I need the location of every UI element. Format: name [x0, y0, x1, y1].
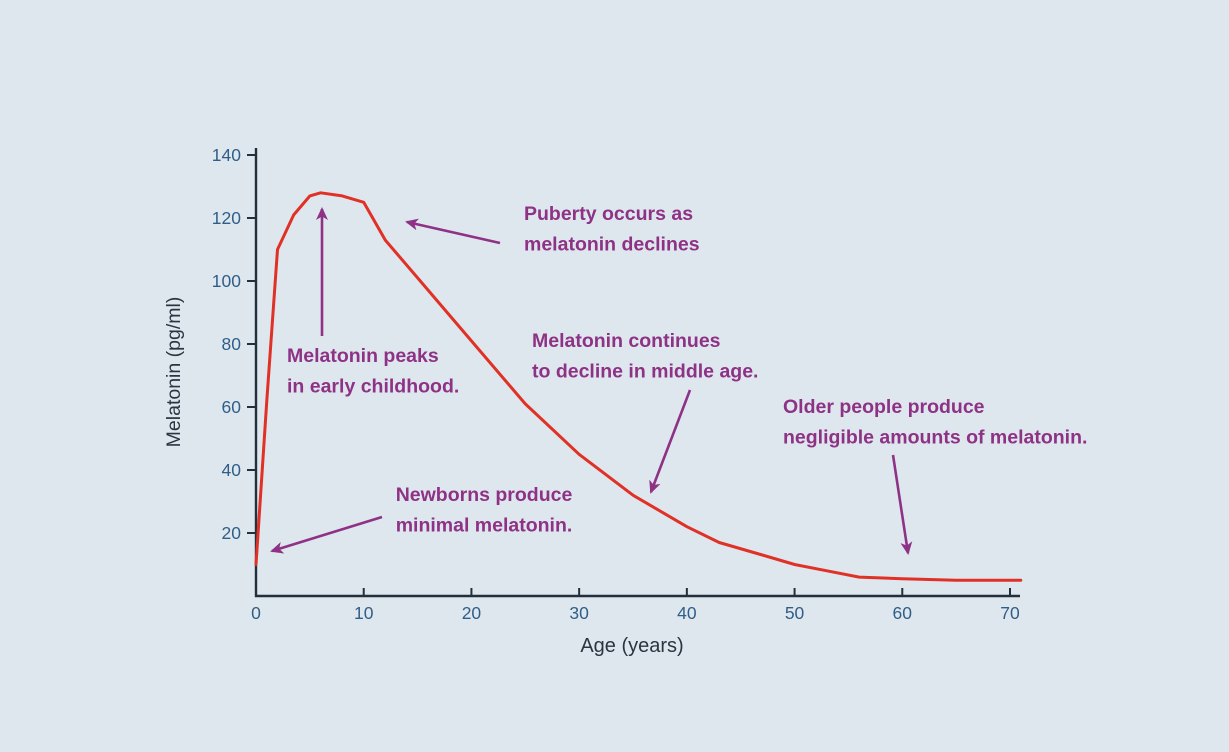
- annotation-arrow: [649, 389, 692, 494]
- y-axis-title: Melatonin (pg/ml): [163, 297, 185, 448]
- annotation-text: Melatonin continues to decline in middle …: [532, 330, 758, 383]
- annotation-text: Puberty occurs as melatonin declines: [524, 203, 700, 256]
- x-tick-label: 10: [354, 603, 374, 623]
- x-tick-label: 70: [1000, 603, 1020, 623]
- annotation-puberty: Puberty occurs as melatonin declines: [405, 203, 700, 256]
- x-axis-ticks: 0 10 20 30 40 50 60 70: [251, 588, 1020, 623]
- y-tick-label: 120: [212, 208, 241, 228]
- y-tick-label: 100: [212, 271, 241, 291]
- x-axis-title: Age (years): [580, 635, 683, 657]
- y-tick-label: 40: [222, 460, 242, 480]
- annotation-arrow: [270, 515, 383, 554]
- x-tick-label: 20: [462, 603, 482, 623]
- melatonin-line-series: [254, 191, 1023, 582]
- y-tick-label: 20: [222, 523, 242, 543]
- y-axis-ticks: 20 40 60 80 100 120 140: [212, 145, 256, 543]
- annotation-text: Melatonin peaks in early childhood.: [287, 345, 459, 398]
- y-tick-label: 140: [212, 145, 241, 165]
- x-tick-label: 0: [251, 603, 261, 623]
- y-tick-label: 80: [222, 334, 242, 354]
- x-tick-label: 50: [785, 603, 805, 623]
- annotation-arrow: [405, 218, 501, 245]
- annotation-middle-age-decline: Melatonin continues to decline in middle …: [532, 330, 758, 494]
- annotation-older-people: Older people produce negligible amounts o…: [783, 396, 1087, 555]
- annotation-text: Newborns produce minimal melatonin.: [396, 484, 573, 537]
- y-tick-label: 60: [222, 397, 242, 417]
- x-tick-label: 60: [893, 603, 913, 623]
- annotation-text: Older people produce negligible amounts o…: [783, 396, 1087, 449]
- x-tick-label: 30: [569, 603, 589, 623]
- annotation-arrow: [891, 454, 913, 555]
- annotation-newborns: Newborns produce minimal melatonin.: [270, 484, 573, 554]
- x-tick-label: 40: [677, 603, 697, 623]
- annotation-peak-childhood: Melatonin peaks in early childhood.: [287, 207, 459, 398]
